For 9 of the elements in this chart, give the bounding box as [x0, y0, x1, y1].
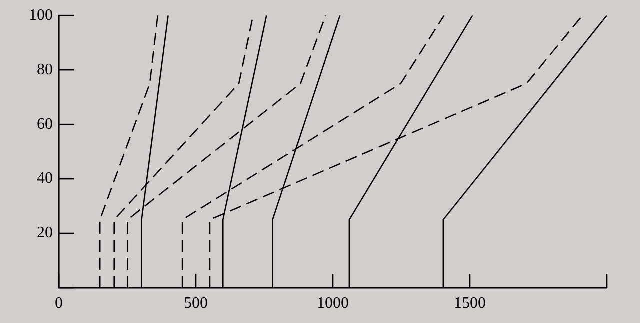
y-tick-label: 20 [37, 224, 53, 242]
y-tick-label: 60 [37, 116, 53, 133]
x-tick-label: 1500 [454, 294, 486, 312]
y-tick-label: 40 [37, 170, 53, 188]
x-tick-label: 500 [184, 294, 208, 312]
x-tick-label: 1000 [317, 294, 349, 312]
y-tick-label: 80 [37, 61, 53, 78]
x-tick-label: 0 [55, 294, 63, 312]
y-tick-label: 100 [29, 6, 53, 24]
